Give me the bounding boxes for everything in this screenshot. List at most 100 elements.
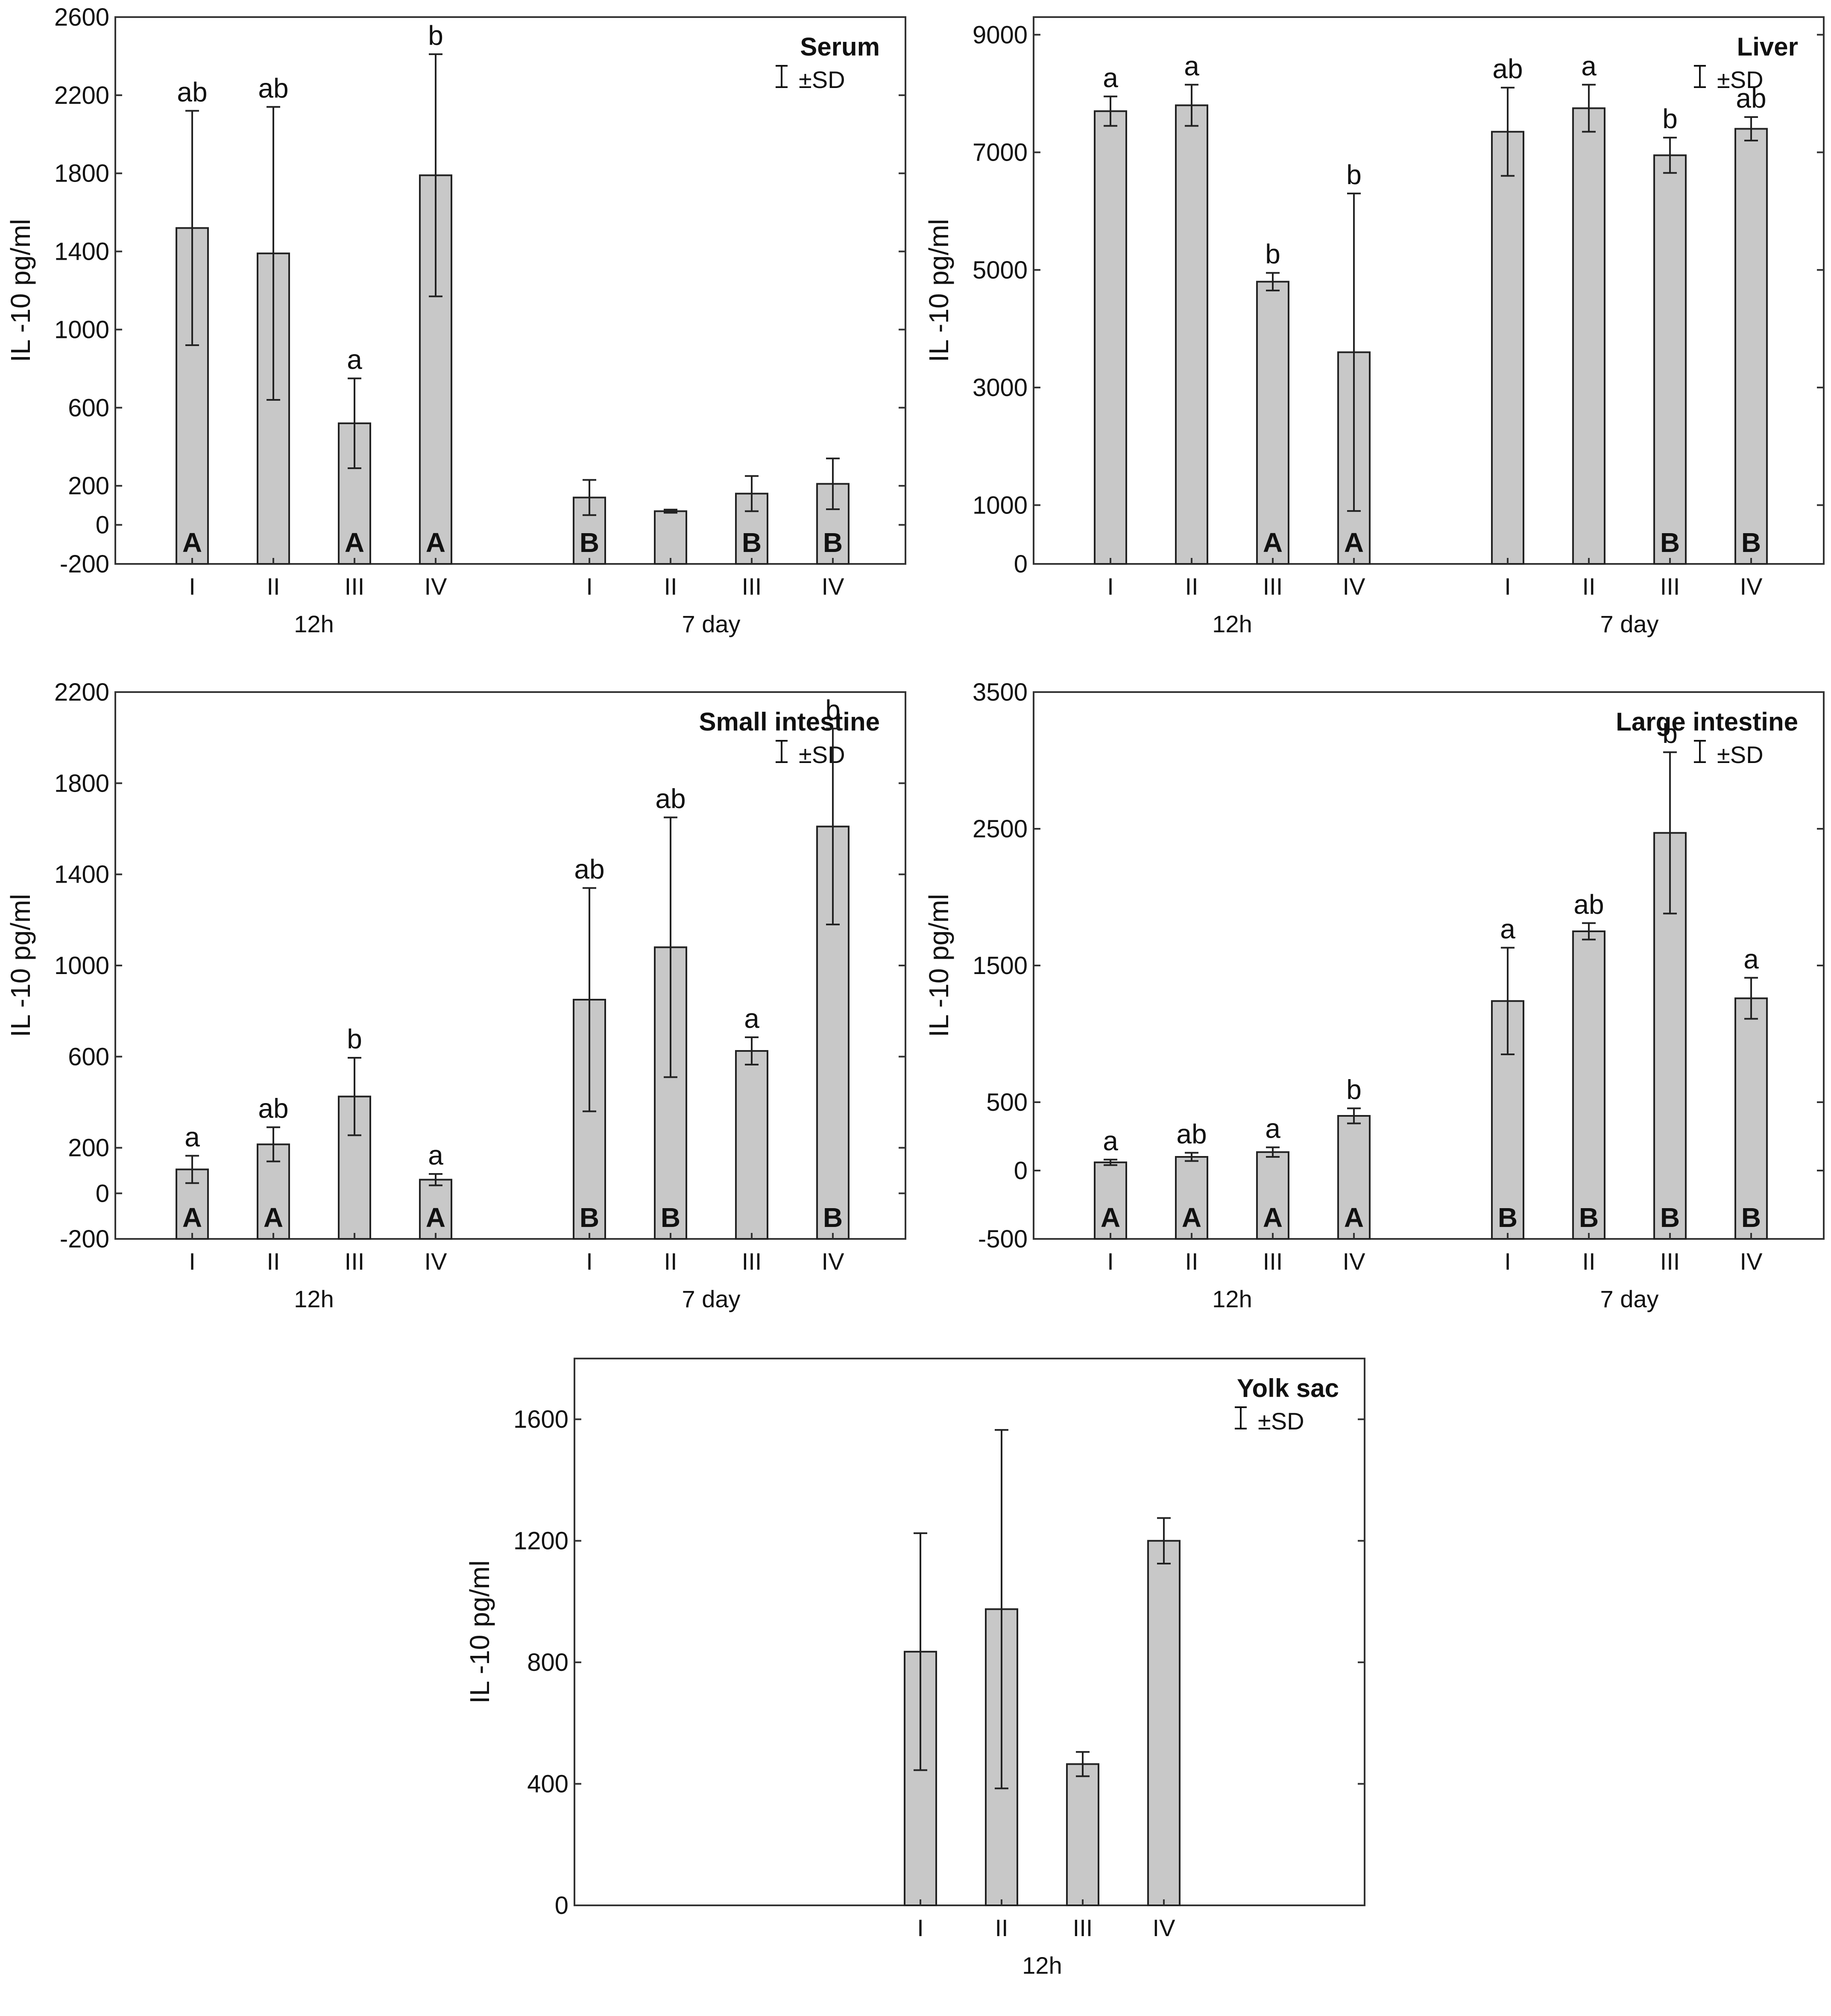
chart-title: Large intestine	[1616, 707, 1798, 736]
bar-II	[1572, 107, 1605, 565]
plot-frame	[574, 1358, 1365, 1906]
chart-title: Liver	[1737, 32, 1798, 61]
y-tick-label: 1800	[54, 769, 109, 797]
group-letter-label: B	[1498, 1202, 1518, 1233]
x-category-label: IV	[425, 1248, 448, 1275]
x-category-label: I	[1504, 573, 1511, 600]
x-category-label: II	[1185, 1248, 1198, 1275]
group-letter-label: B	[1660, 1202, 1680, 1233]
y-tick-label: 1000	[54, 952, 109, 980]
significance-label: b	[1265, 239, 1280, 270]
significance-label: a	[347, 344, 362, 375]
plot-frame	[1033, 691, 1825, 1240]
significance-label: a	[1500, 913, 1515, 944]
y-tick-label: 2500	[973, 815, 1028, 843]
y-tick-label: 1800	[54, 160, 109, 188]
y-tick-label: 1000	[54, 316, 109, 343]
group-letter-label: A	[1263, 527, 1283, 558]
significance-label: a	[1581, 50, 1597, 81]
bar-IV	[1734, 997, 1768, 1240]
x-category-label: II	[995, 1914, 1008, 1941]
significance-label: b	[428, 20, 443, 51]
y-tick-label: 0	[1014, 550, 1028, 578]
x-group-label: 7 day	[1600, 1285, 1659, 1312]
group-letter-label: B	[823, 527, 843, 558]
chart-title: Yolk sac	[1237, 1374, 1339, 1403]
serum-svg: 2600 2200 1800 1400 1000 600 200 0 -200 IL -10 pg…	[5, 3, 906, 637]
bar-III	[735, 1050, 768, 1240]
bar-II	[654, 510, 687, 565]
y-tick-label: -500	[978, 1225, 1028, 1253]
bar-II	[1175, 1156, 1208, 1240]
y-tick-label: 500	[986, 1089, 1028, 1116]
legend-sd-label: ±SD	[1717, 741, 1764, 768]
group-letter-label: B	[1741, 527, 1761, 558]
x-category-label: IV	[1740, 573, 1763, 600]
liver-chart: 9000 7000 5000 3000 1000 0 IL -10 pg/ml Liver ±S…	[918, 0, 1828, 658]
y-tick-label: 1000	[973, 491, 1028, 519]
significance-label: a	[428, 1140, 443, 1171]
y-tick-label: 0	[96, 1180, 109, 1207]
large-intestine-svg: 3500 2500 1500 500 0 -500 IL -10 pg/ml Large in…	[923, 678, 1825, 1312]
group-letter-label: A	[345, 527, 364, 558]
y-tick-label: 1400	[54, 238, 109, 266]
group-letter-label: B	[742, 527, 762, 558]
x-category-label: III	[1660, 573, 1680, 600]
small-intestine-chart: 2200 1800 1400 1000 600 200 0 -200 IL -10 pg/ml S…	[0, 675, 910, 1333]
x-category-label: I	[917, 1914, 924, 1941]
y-tick-label: 9000	[973, 21, 1028, 49]
y-tick-label: 200	[68, 1134, 109, 1162]
bar-IV	[1337, 1115, 1371, 1240]
y-tick-label: 7000	[973, 139, 1028, 167]
significance-label: b	[347, 1024, 362, 1054]
significance-label: a	[1103, 62, 1118, 93]
significance-label: ab	[1573, 889, 1604, 920]
bar-III	[1256, 1151, 1289, 1240]
significance-label: a	[1184, 50, 1199, 81]
bar-III	[1256, 281, 1289, 565]
yolk-sac-chart: 1600 1200 800 400 0 IL -10 pg/ml Yolk sac ±SD I I…	[459, 1341, 1369, 1999]
y-tick-label: 0	[96, 511, 109, 539]
x-group-label: 12h	[1212, 610, 1252, 637]
x-category-label: II	[1185, 573, 1198, 600]
bar-I	[1491, 131, 1524, 565]
y-tick-label: 1500	[973, 952, 1028, 980]
x-category-label: I	[189, 573, 196, 600]
group-letter-label: A	[264, 1202, 283, 1233]
y-tick-label: 2600	[54, 3, 109, 31]
group-letter-label: A	[1101, 1202, 1120, 1233]
plot-frame	[1033, 16, 1825, 565]
x-category-label: II	[267, 1248, 280, 1275]
x-category-label: IV	[1343, 573, 1366, 600]
significance-label: a	[744, 1003, 759, 1034]
x-category-label: I	[586, 1248, 593, 1275]
y-tick-label: 0	[1014, 1157, 1028, 1185]
plot-frame	[114, 691, 906, 1240]
y-tick-label: 200	[68, 472, 109, 500]
x-category-label: IV	[1740, 1248, 1763, 1275]
group-letter-label: A	[1344, 527, 1364, 558]
group-letter-label: B	[661, 1202, 680, 1233]
significance-label: ab	[1736, 83, 1766, 114]
significance-label: b	[825, 694, 841, 725]
y-tick-label: 600	[68, 394, 109, 422]
bar-III	[1653, 154, 1687, 565]
liver-svg: 9000 7000 5000 3000 1000 0 IL -10 pg/ml Liver ±S…	[923, 16, 1825, 637]
x-category-label: I	[1504, 1248, 1511, 1275]
y-tick-label: -200	[60, 550, 109, 578]
y-axis-label: IL -10 pg/ml	[464, 1560, 495, 1704]
significance-label: b	[1346, 1074, 1362, 1105]
x-category-label: I	[586, 573, 593, 600]
significance-label: ab	[574, 854, 604, 885]
bar-I	[1094, 1161, 1127, 1240]
x-group-label: 7 day	[682, 610, 741, 637]
bar-II	[1572, 930, 1605, 1240]
plot-frame	[114, 16, 906, 565]
group-letter-label: A	[182, 1202, 202, 1233]
y-axis-label: IL -10 pg/ml	[5, 219, 36, 362]
legend-sd-label: ±SD	[1258, 1408, 1304, 1435]
x-category-label: III	[1263, 1248, 1283, 1275]
x-category-label: II	[267, 573, 280, 600]
